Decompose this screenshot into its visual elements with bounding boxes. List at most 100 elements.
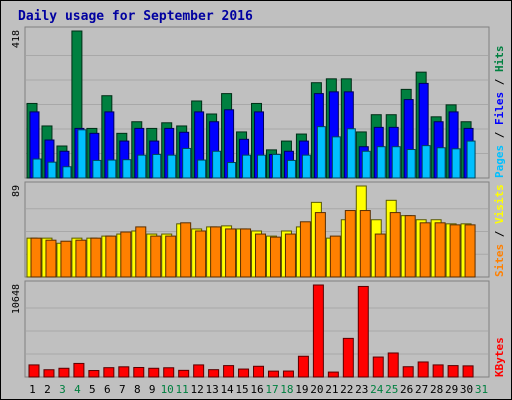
bar-pages-day-30: [466, 140, 476, 179]
bar-pages-day-15: [242, 154, 252, 179]
x-tick-day-23: 23: [355, 383, 368, 396]
bar-pages-day-4: [77, 129, 87, 179]
legend-hits-files-pages: Pages / Files / Hits: [493, 46, 506, 179]
bar-kbytes-day-17: [267, 370, 279, 378]
bar-pages-day-18: [286, 159, 296, 179]
bar-pages-day-24: [376, 146, 386, 179]
legend-item-hits: Hits: [493, 46, 506, 73]
bar-kbytes-day-20: [312, 284, 324, 378]
bar-sites-day-17: [269, 236, 281, 278]
bar-pages-day-23: [361, 150, 371, 179]
x-tick-day-31: 31: [475, 383, 488, 396]
bar-pages-day-1: [32, 158, 42, 179]
legend-separator: /: [493, 72, 506, 92]
bar-sites-day-1: [30, 237, 42, 278]
x-tick-day-8: 8: [134, 383, 141, 396]
bar-kbytes-day-15: [238, 368, 250, 378]
bar-pages-day-5: [92, 159, 102, 179]
bar-sites-day-24: [374, 233, 386, 278]
bar-sites-day-13: [210, 226, 222, 278]
legend-kbytes: KBytes: [493, 337, 506, 377]
x-tick-day-30: 30: [460, 383, 473, 396]
legend-separator: /: [493, 125, 506, 145]
x-tick-day-19: 19: [295, 383, 308, 396]
bar-kbytes-day-5: [88, 370, 100, 378]
bar-pages-day-22: [346, 128, 356, 179]
bar-pages-day-2: [47, 161, 57, 179]
bar-kbytes-day-6: [103, 367, 115, 378]
x-tick-day-26: 26: [400, 383, 413, 396]
x-tick-day-6: 6: [104, 383, 111, 396]
panel-hits-files-pages: 418 Pages / Files / Hits: [11, 26, 506, 179]
x-tick-day-12: 12: [191, 383, 204, 396]
bar-pages-day-17: [271, 153, 281, 179]
bar-kbytes-day-4: [73, 362, 85, 378]
x-tick-day-7: 7: [119, 383, 126, 396]
bar-sites-day-16: [255, 233, 267, 278]
bar-sites-day-28: [434, 222, 446, 278]
bar-kbytes-day-30: [462, 365, 474, 378]
x-tick-day-29: 29: [445, 383, 458, 396]
x-tick-labels: 1 2 3 4 5 6 7 8 9 10 11 12 13 14 15 16 17 18 19 20 21 22 23 24 2…: [29, 383, 488, 396]
bar-kbytes-day-13: [208, 369, 220, 378]
bar-kbytes-day-16: [253, 365, 265, 378]
bar-kbytes-day-21: [327, 371, 339, 378]
bar-sites-day-15: [240, 228, 252, 278]
bar-pages-day-12: [197, 159, 207, 179]
bar-sites-day-6: [105, 235, 117, 278]
bar-pages-day-21: [331, 136, 341, 179]
bar-pages-day-9: [152, 153, 162, 179]
bar-kbytes-day-12: [193, 364, 205, 378]
x-tick-day-24: 24: [370, 383, 384, 396]
bar-kbytes-day-23: [357, 285, 369, 378]
x-tick-day-11: 11: [176, 383, 189, 396]
legend-item-pages: Pages: [493, 145, 506, 178]
bar-sites-day-23: [359, 210, 371, 278]
bar-kbytes-day-14: [223, 365, 235, 378]
chart-title: Daily usage for September 2016: [18, 9, 253, 24]
bar-kbytes-day-3: [58, 367, 70, 378]
bar-kbytes-day-11: [178, 369, 190, 378]
bar-sites-day-20: [314, 212, 326, 278]
x-tick-day-20: 20: [310, 383, 323, 396]
bar-kbytes-day-28: [432, 364, 444, 378]
bar-sites-day-26: [404, 215, 416, 278]
bar-pages-day-16: [257, 154, 267, 179]
bar-sites-day-30: [464, 224, 476, 278]
x-tick-day-16: 16: [250, 383, 263, 396]
legend-item-files: Files: [493, 92, 506, 125]
y-max-label: 89: [11, 185, 22, 197]
bar-kbytes-day-29: [447, 365, 459, 378]
x-tick-day-14: 14: [220, 383, 234, 396]
bar-sites-day-7: [120, 231, 132, 278]
chart-title-group: Daily usage for September 2016: [18, 9, 253, 24]
bar-sites-day-27: [419, 222, 431, 278]
x-tick-day-9: 9: [149, 383, 156, 396]
bar-sites-day-4: [75, 239, 87, 278]
bar-kbytes-day-25: [387, 352, 399, 378]
y-max-label: 418: [11, 30, 22, 48]
x-tick-day-22: 22: [340, 383, 353, 396]
bar-pages-day-19: [301, 154, 311, 179]
panel-visits-sites: 89 Sites / Visits: [11, 181, 506, 278]
bar-kbytes-day-19: [297, 355, 309, 378]
bar-pages-day-14: [227, 162, 237, 179]
bar-pages-day-3: [62, 166, 72, 179]
bar-kbytes-day-27: [417, 361, 429, 378]
bar-sites-day-11: [180, 222, 192, 278]
x-tick-day-10: 10: [161, 383, 174, 396]
bar-pages-day-7: [122, 159, 132, 179]
bar-kbytes-day-2: [43, 369, 55, 378]
bar-sites-day-9: [150, 235, 162, 278]
x-tick-day-18: 18: [280, 383, 293, 396]
x-tick-day-25: 25: [385, 383, 398, 396]
bar-sites-day-29: [449, 224, 461, 278]
bar-pages-day-13: [212, 150, 222, 179]
x-tick-day-28: 28: [430, 383, 443, 396]
legend-item-sites: Sites: [493, 244, 506, 277]
x-tick-day-13: 13: [205, 383, 218, 396]
bar-pages-day-27: [421, 145, 431, 179]
bar-pages-day-29: [451, 148, 461, 179]
bar-pages-day-11: [182, 147, 192, 179]
